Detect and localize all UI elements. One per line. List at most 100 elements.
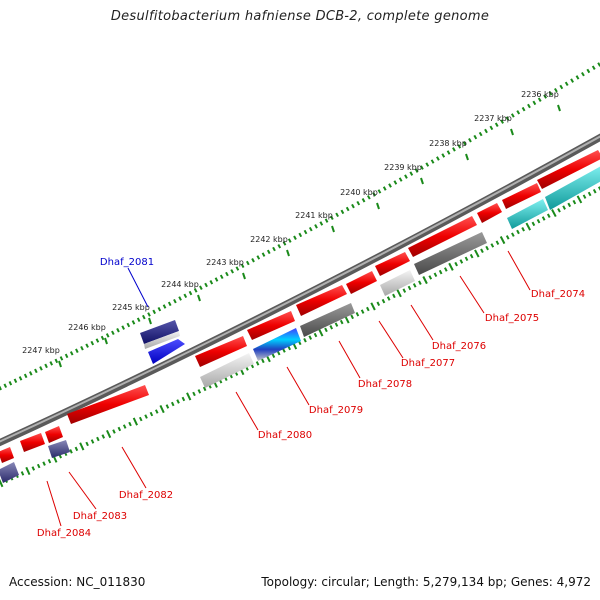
scale-dot (586, 68, 591, 74)
gene-label[interactable]: Dhaf_2083 (73, 511, 127, 522)
gene-feature[interactable] (507, 199, 548, 229)
gene-feature[interactable] (45, 426, 63, 443)
scale-dot (214, 277, 219, 282)
gene-label[interactable]: Dhaf_2079 (309, 405, 363, 416)
gene-feature[interactable] (545, 165, 600, 210)
inner-dot (197, 389, 202, 394)
scale-dot (272, 246, 276, 252)
scale-dot (219, 274, 224, 280)
kbp-label: 2237 kbp (474, 114, 512, 123)
gene-feature[interactable] (296, 285, 347, 316)
scale-dot (462, 141, 467, 146)
inner-dot (287, 345, 292, 351)
scale-dot (142, 314, 146, 320)
inner-dot (165, 404, 170, 409)
gene-label[interactable]: Dhaf_2081 (100, 257, 154, 268)
gene-feature[interactable] (253, 328, 301, 361)
scale-dot (570, 78, 574, 83)
gene-label[interactable]: Dhaf_2074 (531, 289, 585, 300)
inner-dot (433, 272, 438, 278)
inner-dot (454, 261, 458, 267)
gene-feature[interactable] (477, 203, 502, 223)
inner-dot (511, 232, 515, 237)
scale-dot (39, 366, 43, 371)
gene-feature[interactable] (247, 311, 295, 340)
gene-feature[interactable] (375, 252, 410, 276)
gene-feature[interactable] (537, 150, 600, 189)
scale-dot (64, 353, 69, 359)
gene-label[interactable]: Dhaf_2082 (119, 490, 173, 501)
scale-dot (548, 91, 553, 96)
gene-feature[interactable] (140, 320, 179, 344)
gene-label[interactable]: Dhaf_2076 (432, 341, 486, 352)
scale-dot (521, 106, 526, 112)
gene-feature[interactable] (300, 303, 355, 337)
gene-feature[interactable] (502, 183, 541, 209)
gene-feature[interactable] (408, 216, 477, 257)
inner-dot (350, 314, 354, 320)
gene-feature[interactable] (346, 271, 377, 294)
gene-label[interactable]: Dhaf_2077 (401, 358, 455, 369)
gene-feature[interactable] (0, 447, 14, 463)
scale-dot (240, 263, 245, 269)
scale-dot (420, 165, 424, 170)
scale-dot (293, 235, 297, 240)
forward-strand-genes (0, 150, 600, 463)
topology-text: Topology: circular; Length: 5,279,134 bp… (261, 575, 591, 589)
reverse-strand-genes (0, 165, 600, 483)
gene-feature[interactable] (148, 339, 185, 364)
inner-dot (366, 306, 370, 312)
kbp-tick (376, 202, 380, 210)
kbp-tick (331, 225, 335, 233)
inner-dot (170, 401, 175, 407)
inner-dot (144, 414, 148, 419)
scale-dot (314, 224, 318, 229)
scale-dot (441, 153, 446, 158)
scale-dot (537, 97, 542, 102)
gene-label[interactable]: Dhaf_2075 (485, 313, 539, 324)
gene-label[interactable]: Dhaf_2078 (358, 379, 412, 390)
inner-dot (592, 188, 597, 194)
gene-feature[interactable] (0, 462, 19, 483)
scale-dot (298, 232, 303, 238)
gene-feature[interactable] (20, 433, 45, 452)
scale-dot (382, 186, 387, 191)
gene-label[interactable]: Dhaf_2080 (258, 430, 312, 441)
scale-dot (388, 183, 392, 188)
inner-dot (176, 399, 180, 404)
scale-dot (28, 371, 33, 376)
scale-dot (330, 215, 334, 220)
inner-dot (318, 328, 324, 337)
scale-dot (251, 258, 255, 263)
scale-dot (157, 306, 162, 312)
gene-feature[interactable] (144, 331, 180, 349)
scale-dot (59, 356, 64, 361)
gene-label[interactable]: Dhaf_2084 (37, 528, 91, 539)
gene-feature[interactable] (195, 336, 247, 367)
inner-dot (557, 208, 561, 213)
inner-dot (96, 436, 100, 442)
scale-dot (303, 229, 308, 235)
kbp-label: 2242 kbp (250, 235, 288, 244)
accession-text: Accession: NC_011830 (9, 575, 146, 589)
gene-feature[interactable] (48, 440, 70, 458)
gene-feature[interactable] (200, 353, 254, 388)
gene-feature[interactable] (380, 270, 415, 296)
scale-dot (575, 75, 580, 80)
inner-tick-arc (0, 186, 600, 488)
inner-dot (106, 429, 112, 439)
gene-feature[interactable] (67, 385, 149, 424)
scale-dot (261, 252, 266, 257)
scale-dot (131, 320, 136, 325)
inner-dot (381, 298, 386, 304)
inner-dot (546, 213, 551, 218)
scale-dot (473, 134, 478, 140)
inner-dot (464, 256, 469, 262)
scale-dot (230, 269, 234, 274)
scale-dot (105, 333, 110, 338)
gene-feature[interactable] (414, 232, 487, 275)
kbp-label: 2241 kbp (295, 211, 333, 220)
inner-dot (128, 421, 132, 427)
inner-dot (149, 411, 154, 417)
inner-dot (303, 338, 307, 343)
